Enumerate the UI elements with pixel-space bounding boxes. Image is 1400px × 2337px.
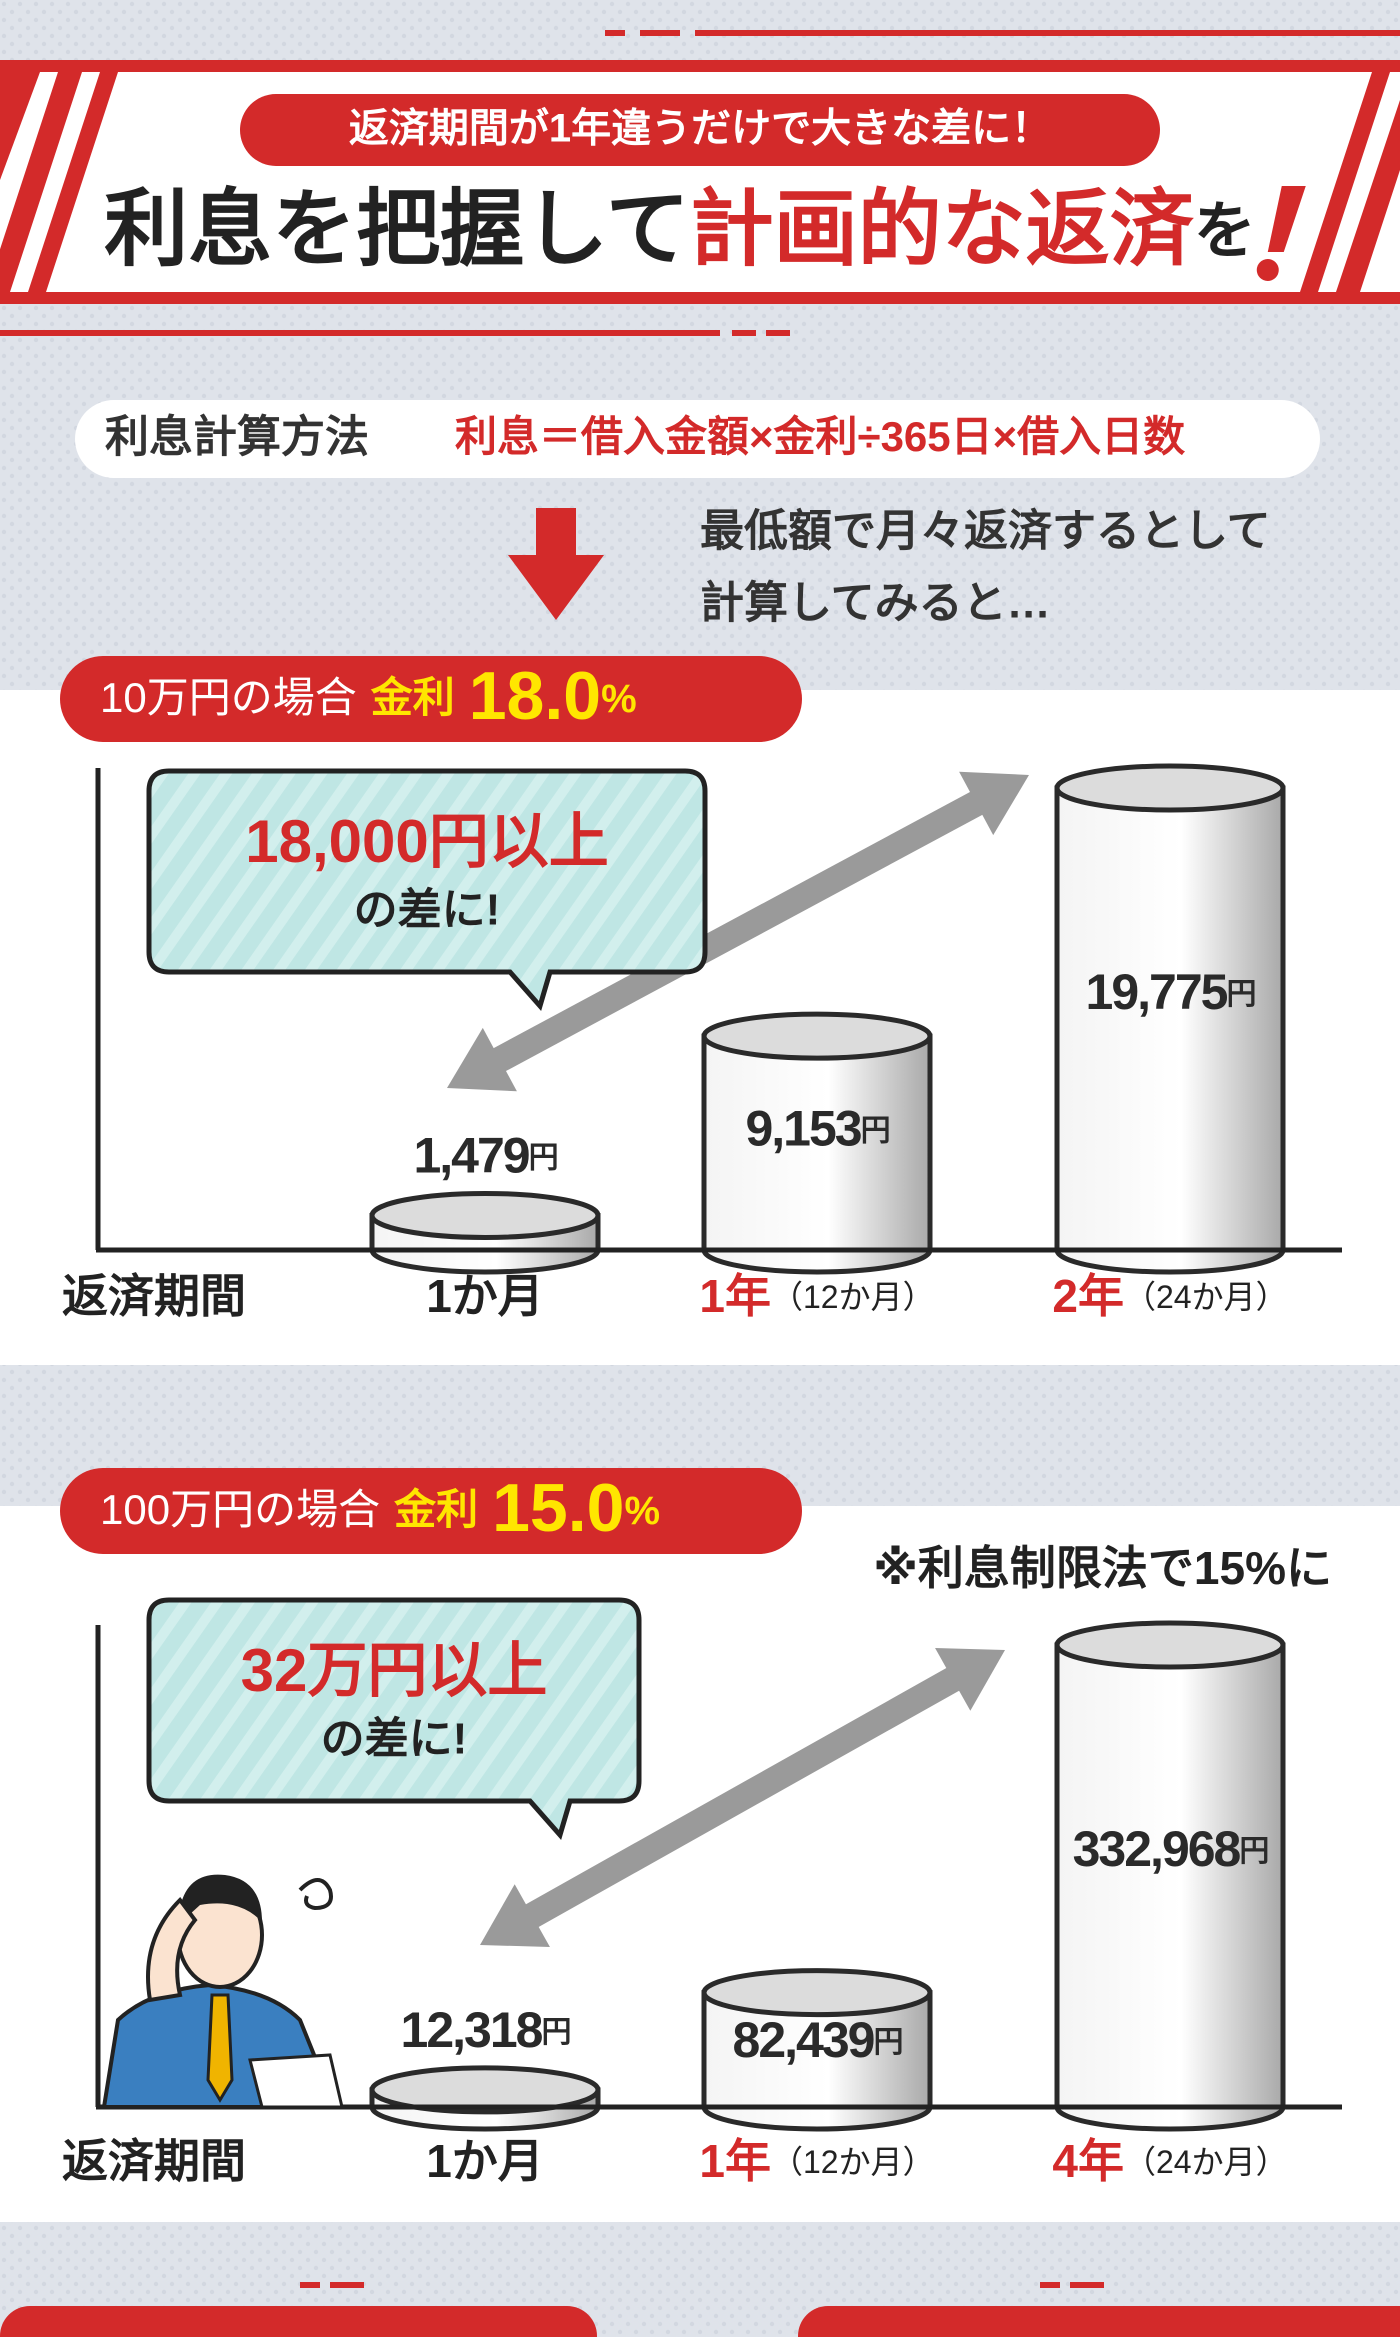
cylinder-top	[701, 1968, 933, 2018]
category: 1か月	[426, 2135, 544, 2187]
x-axis-label: 返済期間	[62, 1270, 246, 1322]
down-arrow	[508, 508, 604, 620]
value-label: 19,775円	[1086, 964, 1255, 1020]
header-badge: 返済期間が1年違うだけで大きな差に！	[349, 107, 1051, 151]
arrow-head	[959, 771, 1029, 836]
cylinder-top	[701, 1011, 933, 1061]
paper	[248, 2053, 344, 2109]
cylinder-top	[1054, 763, 1286, 813]
rate-label: 金利	[370, 674, 455, 721]
arrow-head	[935, 1648, 1005, 1711]
category: 1か月	[426, 1270, 544, 1322]
chart-title: 100万円の場合 金利 15.0%	[100, 1470, 660, 1546]
cylinder-top	[369, 2065, 601, 2115]
cylinder-top	[1054, 1620, 1286, 1670]
double-arrow	[517, 1663, 968, 1932]
value-number: 12,318	[401, 2002, 543, 2058]
title-highlight: 計画的な返済	[690, 182, 1195, 276]
rate-value: 15.0	[492, 1470, 624, 1546]
category-detail: （24か月）	[1124, 2144, 1288, 2180]
chart-title: 10万円の場合 金利 18.0%	[100, 658, 637, 734]
value-number: 82,439	[733, 2012, 874, 2068]
value-unit: 円	[529, 1141, 557, 1174]
header-title: 利息を把握して計画的な返済を	[104, 182, 1256, 276]
value-label: 1,479円	[413, 1128, 556, 1184]
note: ※利息制限法で15%に	[873, 1542, 1332, 1594]
formula-label: 利息計算方法	[105, 413, 369, 462]
rate-label: 金利	[393, 1486, 478, 1533]
cylinder	[1054, 785, 1286, 1275]
value-label: 9,153円	[745, 1101, 888, 1157]
value-number: 1,479	[413, 1128, 528, 1184]
intro-line: 計算してみると…	[700, 579, 1051, 628]
rate-value: 18.0	[469, 658, 601, 734]
category-detail: （12か月）	[771, 1279, 935, 1315]
intro-line: 最低額で月々返済するとして	[700, 507, 1271, 556]
rate-unit: %	[601, 677, 637, 721]
category-detail: （24か月）	[1124, 1279, 1288, 1315]
hand	[146, 1896, 198, 2003]
arrow-head	[480, 1884, 550, 1947]
callout-highlight: 18,000円以上	[245, 808, 609, 875]
title-pill	[60, 656, 802, 742]
callout-text: の差に!	[321, 1715, 468, 1764]
cylinder-top	[369, 1190, 601, 1240]
x-axis-label: 返済期間	[62, 2135, 246, 2187]
callout-text: の差に!	[354, 886, 501, 935]
value-unit: 円	[541, 2016, 569, 2049]
title-part: 利息を把握して	[104, 182, 689, 276]
category: 1年	[699, 1270, 771, 1322]
value-unit: 円	[873, 2026, 901, 2059]
swirl	[298, 1878, 333, 1911]
formula-text: 利息＝借入金額×金利÷365日×借入日数	[455, 413, 1185, 460]
double-arrow	[484, 787, 992, 1076]
value-unit: 円	[1226, 978, 1254, 1011]
callout-bubble	[146, 1597, 642, 1841]
x-tick-label: 2年（24か月）	[1052, 1270, 1287, 1322]
value-label: 12,318円	[401, 2002, 570, 2058]
value-label: 82,439円	[733, 2012, 902, 2068]
charts: 10万円の場合 金利 18.0%1,479円1か月9,153円1年（12か月）19,…	[0, 656, 1400, 2222]
rate-unit: %	[624, 1489, 660, 1533]
hair	[178, 1874, 262, 1925]
chart: 100万円の場合 金利 15.0%※利息制限法で15%に12,318円1か月82,4…	[0, 1468, 1400, 2222]
value-number: 19,775	[1086, 964, 1228, 1020]
callout-highlight: 32万円以上	[241, 1637, 548, 1704]
category-detail: （12か月）	[771, 2144, 935, 2180]
top-dashes	[0, 30, 1400, 336]
cylinder	[701, 1990, 933, 2132]
title-pill	[60, 1468, 802, 1554]
formula: 利息計算方法 利息＝借入金額×金利÷365日×借入日数	[75, 400, 1320, 478]
bottom-decor	[0, 2282, 1400, 2337]
tie	[206, 1993, 234, 2103]
chart: 10万円の場合 金利 18.0%1,479円1か月9,153円1年（12か月）19,…	[0, 656, 1400, 1365]
title-text: 10万円の場合	[100, 674, 357, 721]
callout-bubble	[146, 768, 708, 1012]
cylinder	[701, 1033, 933, 1275]
x-tick-label: 1年（12か月）	[699, 2135, 934, 2187]
exclamation-icon	[1256, 186, 1306, 281]
x-tick-label: 1年（12か月）	[699, 1270, 934, 1322]
category: 1年	[699, 2135, 771, 2187]
x-tick-label: 1か月	[426, 2135, 544, 2187]
value-number: 332,968	[1073, 1821, 1241, 1877]
cylinder	[1054, 1642, 1286, 2132]
title-text: 100万円の場合	[100, 1486, 380, 1533]
value-unit: 円	[861, 1114, 889, 1147]
x-tick-label: 1か月	[426, 1270, 544, 1322]
value-number: 9,153	[745, 1101, 860, 1157]
x-tick-label: 4年（24か月）	[1052, 2135, 1287, 2187]
value-label: 332,968円	[1073, 1821, 1268, 1877]
value-unit: 円	[1239, 1835, 1267, 1868]
header-band: 返済期間が1年違うだけで大きな差に！ 利息を把握して計画的な返済を	[0, 60, 1400, 304]
person-illustration	[101, 1874, 344, 2109]
category: 2年	[1052, 1270, 1124, 1322]
category: 4年	[1052, 2135, 1124, 2187]
title-part: を	[1194, 197, 1256, 266]
arrow-head	[447, 1027, 517, 1092]
